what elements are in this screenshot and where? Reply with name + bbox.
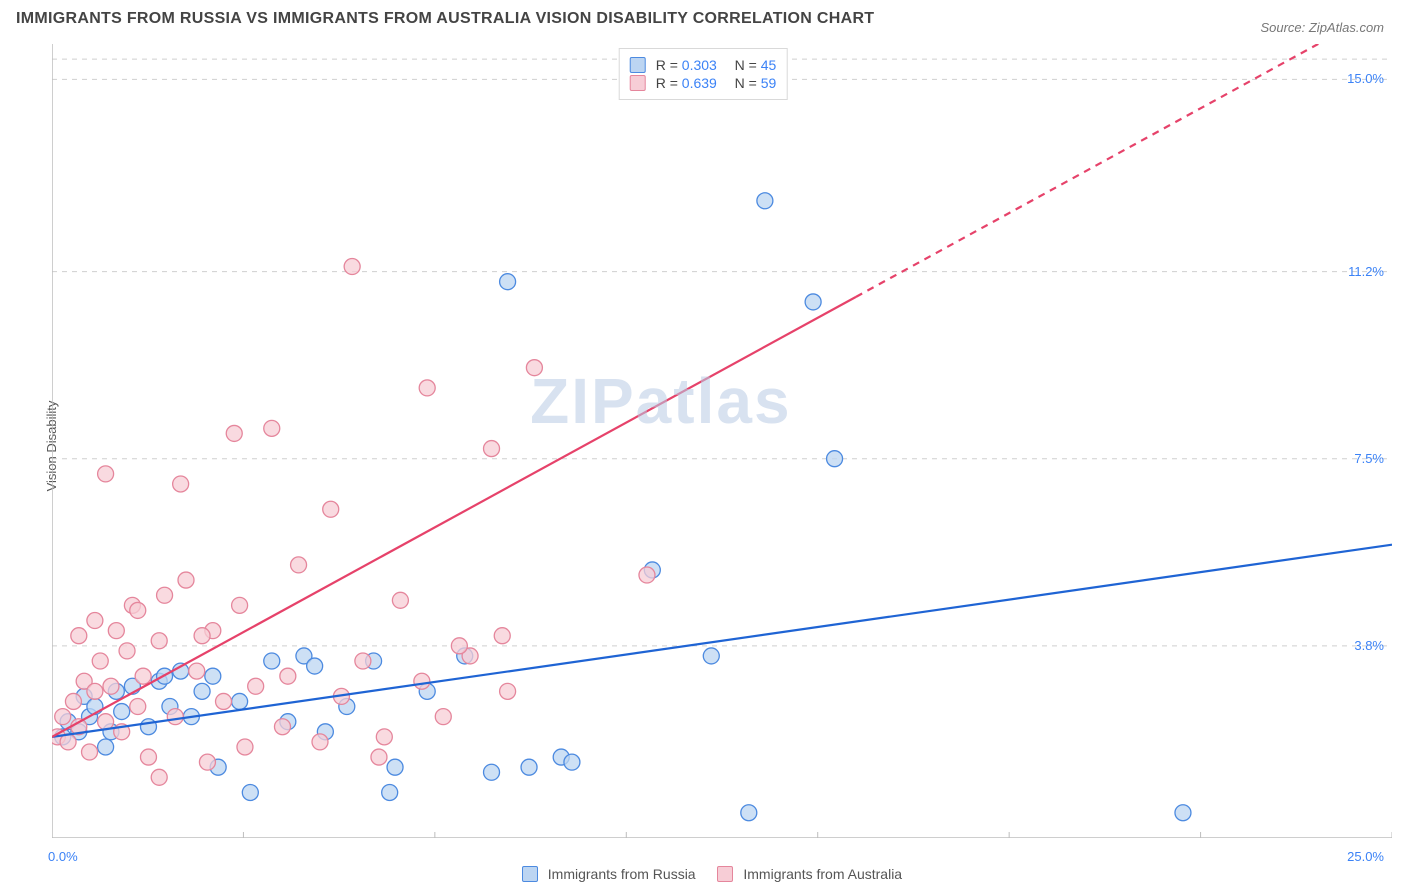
legend-label-australia: Immigrants from Australia [743, 866, 902, 882]
chart-title: IMMIGRANTS FROM RUSSIA VS IMMIGRANTS FRO… [16, 10, 874, 28]
n-value: N = 59 [727, 75, 776, 91]
y-tick-label: 7.5% [1354, 451, 1384, 466]
series-legend: Immigrants from Russia Immigrants from A… [0, 866, 1406, 882]
x-axis-max-label: 25.0% [1347, 849, 1384, 864]
legend-swatch-russia [522, 866, 538, 882]
legend-row-australia: R = 0.639 N = 59 [630, 75, 777, 91]
y-tick-label: 11.2% [1348, 264, 1384, 279]
legend-row-russia: R = 0.303 N = 45 [630, 57, 777, 73]
x-axis-origin-label: 0.0% [48, 849, 78, 864]
correlation-legend: R = 0.303 N = 45 R = 0.639 N = 59 [619, 48, 788, 100]
legend-label-russia: Immigrants from Russia [548, 866, 696, 882]
legend-swatch [630, 75, 646, 91]
legend-swatch-australia [717, 866, 733, 882]
y-tick-label: 15.0% [1347, 71, 1384, 86]
scatter-chart [52, 44, 1392, 838]
y-tick-label: 3.8% [1354, 638, 1384, 653]
r-value: R = 0.303 [656, 57, 717, 73]
n-value: N = 45 [727, 57, 776, 73]
source-label: Source: ZipAtlas.com [1260, 20, 1384, 35]
legend-swatch [630, 57, 646, 73]
r-value: R = 0.639 [656, 75, 717, 91]
